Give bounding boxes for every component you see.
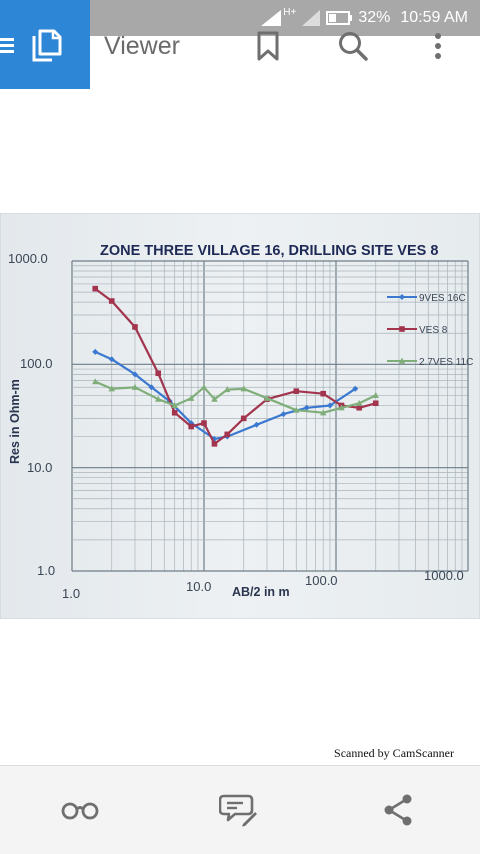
data-point xyxy=(155,370,162,377)
legend-label: 2.7VES 11C xyxy=(419,357,473,368)
data-point xyxy=(263,394,271,401)
y-tick-label: 100.0 xyxy=(20,356,53,371)
data-point xyxy=(148,384,155,391)
data-point xyxy=(280,411,287,418)
data-point xyxy=(155,395,162,402)
data-point xyxy=(188,394,195,401)
data-point xyxy=(108,385,115,392)
data-point xyxy=(211,441,218,447)
data-point xyxy=(171,409,178,416)
document-viewer[interactable]: 9VES 16C VES 8 2.7VES 11C ZONE THREE VILLA… xyxy=(0,89,480,765)
data-point xyxy=(132,324,138,330)
glasses-icon xyxy=(61,802,99,820)
y-tick-label: 1.0 xyxy=(37,563,55,578)
series-2 xyxy=(92,378,379,416)
data-point xyxy=(303,404,310,411)
bottom-toolbar xyxy=(0,765,480,854)
data-point xyxy=(320,390,327,397)
data-point xyxy=(320,409,327,416)
bookmark-icon xyxy=(257,31,279,61)
search-icon xyxy=(339,32,368,61)
clock: 10:59 AM xyxy=(400,9,468,26)
more-options-button[interactable] xyxy=(420,28,456,64)
battery-icon xyxy=(326,11,353,25)
x-tick-label: 1000.0 xyxy=(424,568,464,583)
legend-marker xyxy=(399,326,405,332)
share-button[interactable] xyxy=(378,792,418,828)
x-axis-label: AB/2 in m xyxy=(232,585,290,599)
legend-entry: VES 8 xyxy=(387,325,448,336)
app-bar-accent xyxy=(0,29,90,89)
data-point xyxy=(200,383,208,390)
menu-icon[interactable] xyxy=(0,36,22,56)
data-point xyxy=(92,285,99,292)
series-1 xyxy=(92,285,379,447)
data-point xyxy=(171,402,178,409)
x-tick-label: 1.0 xyxy=(62,586,80,601)
status-indicators: H+ 32% 10:59 AM xyxy=(261,0,468,36)
data-point xyxy=(338,404,345,411)
y-tick-label: 1000.0 xyxy=(8,251,48,266)
data-point xyxy=(131,383,139,390)
legend-label: 9VES 16C xyxy=(419,293,466,304)
data-point xyxy=(352,385,359,392)
search-button[interactable] xyxy=(335,28,371,64)
data-point xyxy=(108,298,115,304)
data-point xyxy=(356,404,363,411)
legend-label: VES 8 xyxy=(419,325,448,336)
data-point xyxy=(240,415,247,422)
data-point xyxy=(293,406,300,413)
legend-marker xyxy=(399,294,405,300)
signal-icon-2 xyxy=(302,10,321,26)
data-point xyxy=(92,378,99,385)
network-type: H+ xyxy=(283,6,297,18)
series-line xyxy=(94,287,376,445)
data-point xyxy=(356,399,363,406)
data-point xyxy=(188,423,195,430)
data-point xyxy=(253,421,260,428)
data-point xyxy=(224,431,231,438)
data-point xyxy=(224,386,231,393)
comment-edit-icon xyxy=(219,794,257,827)
app-title: Viewer xyxy=(104,32,180,60)
data-point xyxy=(240,385,247,392)
more-vert-icon xyxy=(435,33,441,59)
legend-entry: 9VES 16C xyxy=(387,293,466,304)
scanned-chart-image: 9VES 16C VES 8 2.7VES 11C ZONE THREE VILLA… xyxy=(0,213,480,619)
data-point xyxy=(131,371,138,378)
annotate-button[interactable] xyxy=(218,792,258,828)
x-tick-label: 10.0 xyxy=(186,579,211,594)
x-tick-label: 100.0 xyxy=(305,573,338,588)
data-point xyxy=(92,348,99,355)
y-tick-label: 10.0 xyxy=(27,460,52,475)
signal-icon xyxy=(261,10,282,26)
status-bar: H+ 32% 10:59 AM xyxy=(0,0,480,36)
series-0 xyxy=(92,348,359,442)
resistivity-chart: 9VES 16C VES 8 2.7VES 11C ZONE THREE VILLA… xyxy=(0,213,480,619)
pages-icon[interactable] xyxy=(30,28,64,64)
chart-background xyxy=(0,213,480,619)
data-point xyxy=(293,388,300,394)
share-icon xyxy=(384,794,412,826)
data-point xyxy=(211,395,218,402)
battery-level: 32% xyxy=(358,9,391,26)
chart-title: ZONE THREE VILLAGE 16, DRILLING SITE VES… xyxy=(100,243,438,259)
series-line xyxy=(94,380,377,414)
legend-marker xyxy=(398,357,406,364)
data-point xyxy=(372,392,379,399)
y-axis-label: Res in Ohm-m xyxy=(8,379,22,464)
scan-credit: Scanned by CamScanner xyxy=(334,746,454,760)
app-bar: Viewer xyxy=(0,29,480,89)
bookmark-button[interactable] xyxy=(250,28,286,64)
data-point xyxy=(326,402,333,409)
data-point xyxy=(372,400,379,407)
reading-mode-button[interactable] xyxy=(60,792,100,828)
data-point xyxy=(201,420,207,426)
data-point xyxy=(108,356,115,363)
legend-entry: 2.7VES 11C xyxy=(387,357,473,368)
